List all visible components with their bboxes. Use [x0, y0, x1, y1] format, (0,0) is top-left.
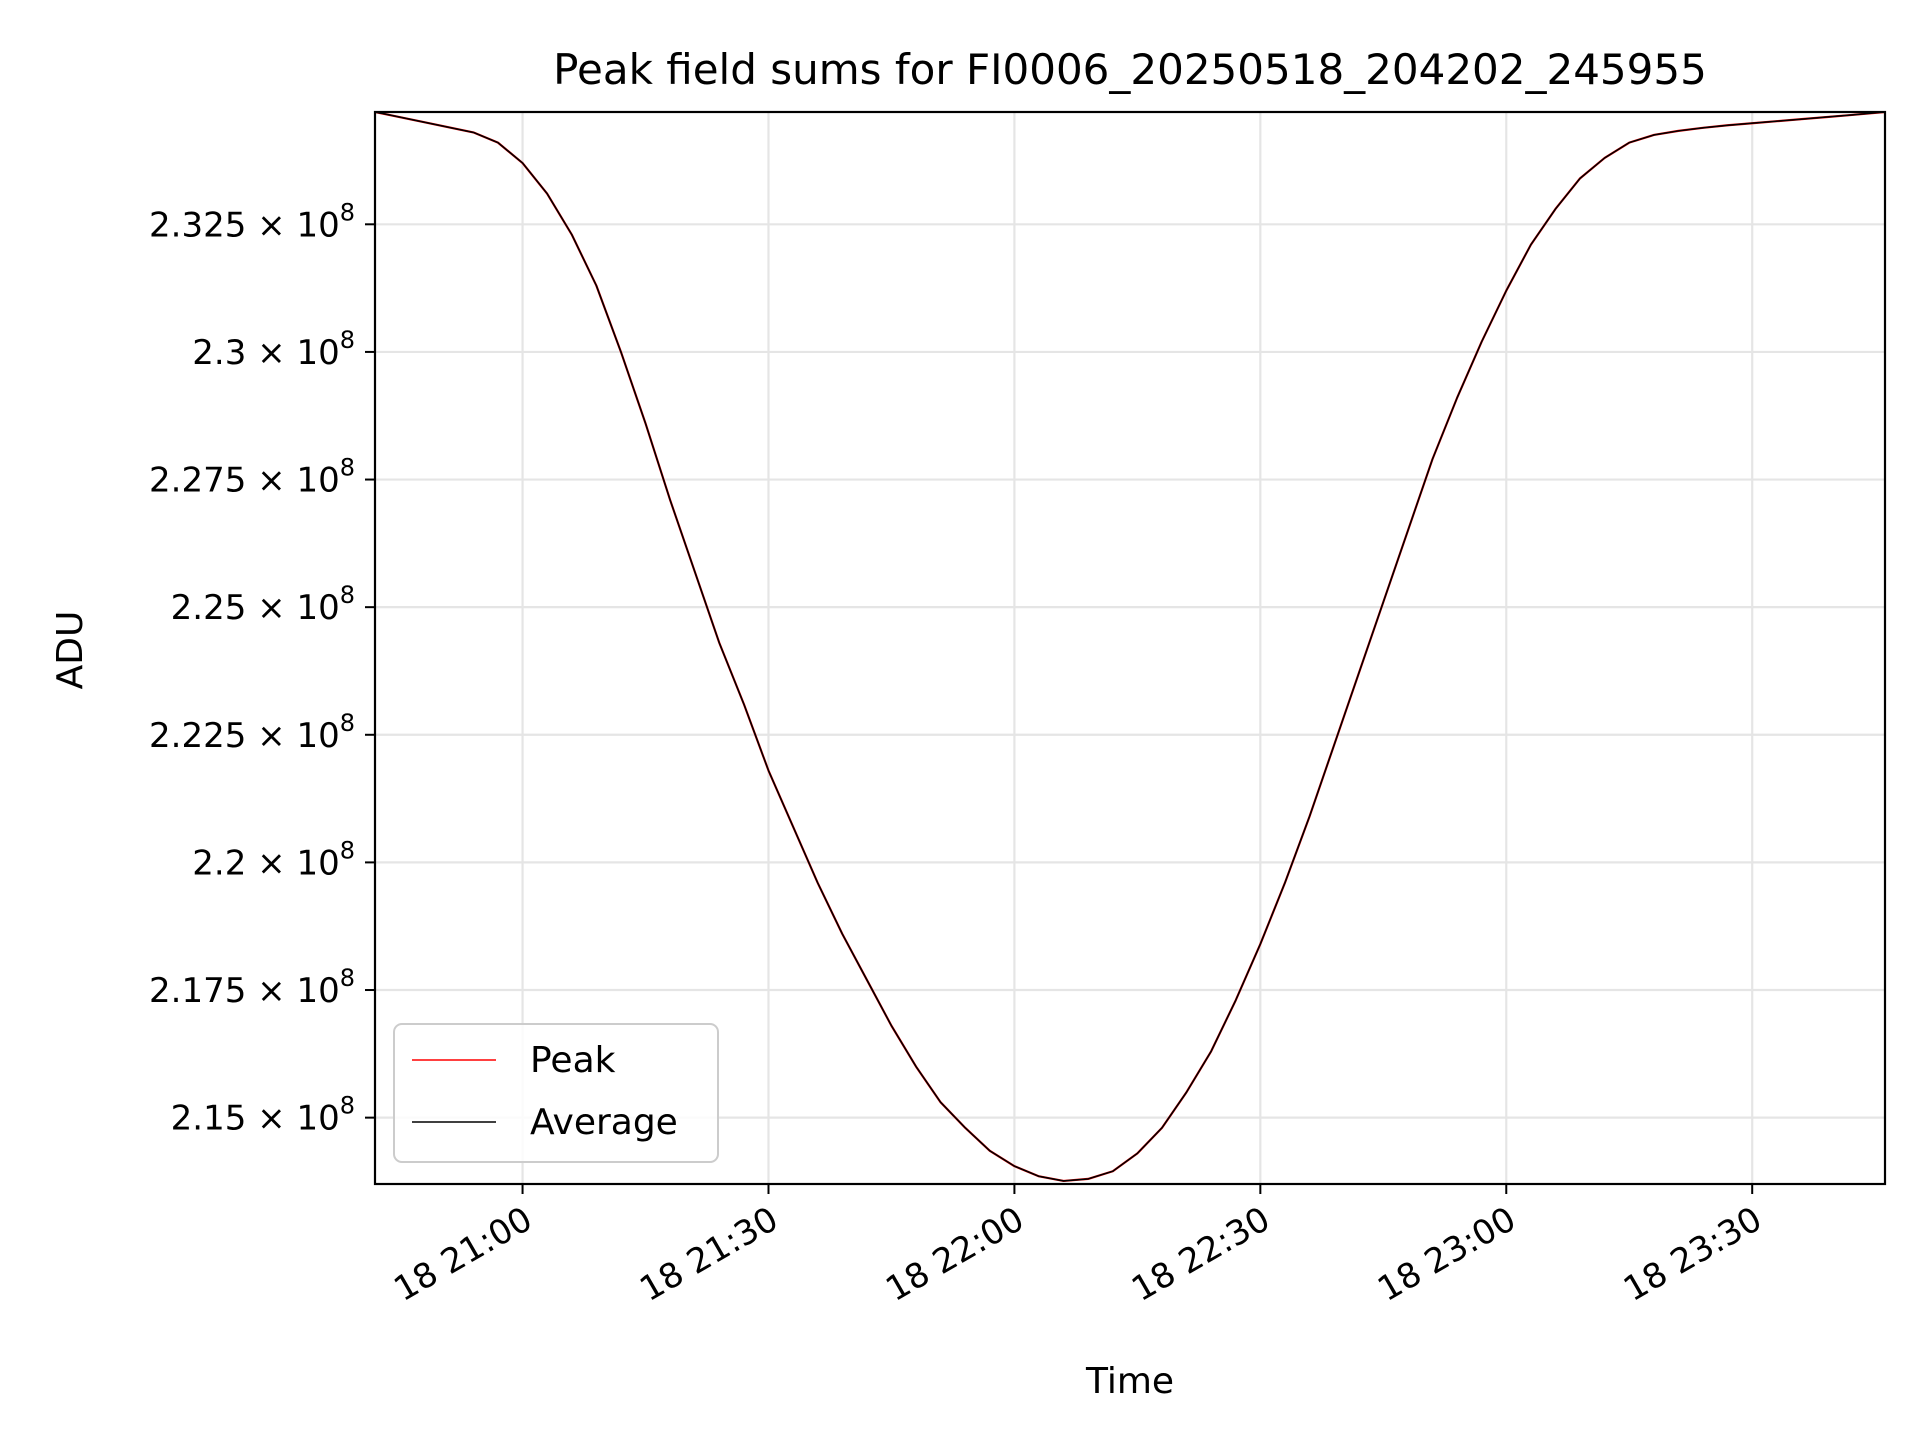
y-tick-label: 2.15 × 108: [171, 1092, 355, 1139]
legend-box: [393, 1023, 719, 1163]
chart-title: Peak field sums for FI0006_20250518_2042…: [553, 45, 1707, 94]
legend-peak-label: Peak: [530, 1040, 616, 1081]
legend-average-label: Average: [530, 1102, 678, 1143]
plot-area: [375, 112, 1885, 1183]
y-axis-label: ADU: [50, 611, 91, 690]
y-tick-label: 2.225 × 108: [149, 709, 355, 756]
y-tick-label: 2.175 × 108: [149, 964, 355, 1011]
legend: Peak Average: [393, 1023, 719, 1163]
y-tick-label: 2.325 × 108: [149, 198, 355, 245]
y-tick-label: 2.25 × 108: [171, 581, 355, 628]
y-tick-label: 2.275 × 108: [149, 454, 355, 501]
x-axis-label: Time: [1085, 1361, 1174, 1402]
y-axis: 2.325 × 108 2.3 × 108 2.275 × 108 2.25 × 10…: [149, 198, 375, 1139]
y-tick-label: 2.3 × 108: [192, 326, 355, 373]
plot-frame: [373, 110, 1887, 1186]
series-line-average: [375, 112, 1885, 1182]
series-layer: [375, 112, 1885, 1183]
y-tick-label: 2.2 × 108: [192, 836, 355, 883]
